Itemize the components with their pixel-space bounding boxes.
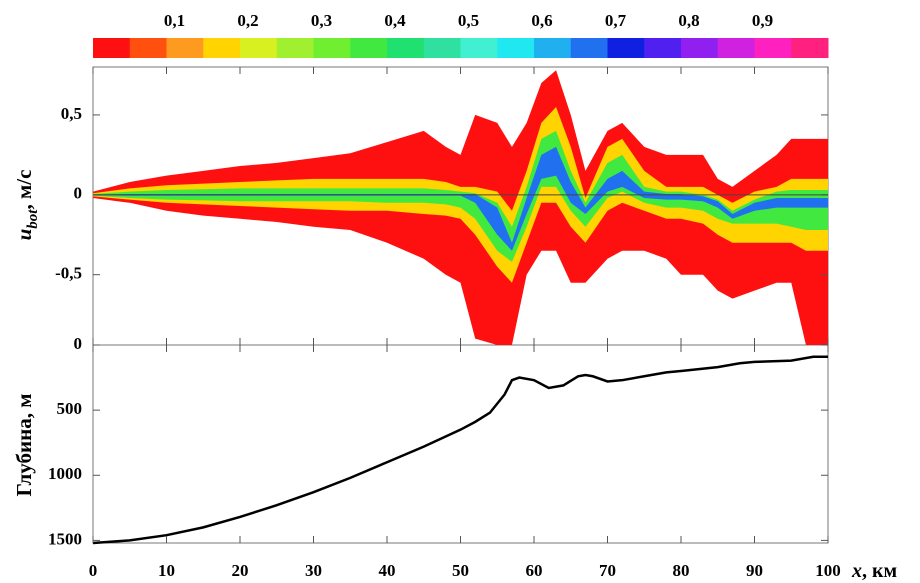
- x-tick-label: 40: [379, 561, 396, 580]
- colorbar-tick-label: 0,5: [458, 11, 479, 30]
- colorbar-segment: [387, 38, 425, 58]
- y-tick-label: 1000: [48, 464, 82, 483]
- colorbar-tick-label: 0,7: [605, 11, 627, 30]
- x-tick-label: 100: [815, 561, 841, 580]
- bottom-frame: [92, 344, 829, 544]
- colorbar-segment: [791, 38, 829, 58]
- colorbar-segment: [93, 38, 131, 58]
- colorbar-segment: [644, 38, 682, 58]
- colorbar-segment: [129, 38, 167, 58]
- x-tick-label: 90: [746, 561, 763, 580]
- colorbar-segment: [607, 38, 645, 58]
- colorbar-segment: [276, 38, 314, 58]
- colorbar-tick-label: 0,6: [531, 11, 552, 30]
- y-tick-label: 0,5: [61, 104, 82, 123]
- colorbar-segment: [534, 38, 572, 58]
- x-tick-label: 50: [452, 561, 469, 580]
- y-label-var: u: [12, 229, 36, 241]
- colorbar-tick-label: 0,3: [311, 11, 332, 30]
- y-tick-label: -0,5: [55, 264, 82, 283]
- colorbar-tick-label: 0,8: [678, 11, 699, 30]
- x-tick-label: 20: [232, 561, 249, 580]
- colorbar-segment: [423, 38, 461, 58]
- colorbar-segment: [313, 38, 351, 58]
- x-tick-label: 70: [599, 561, 616, 580]
- colorbar-segment: [681, 38, 719, 58]
- y-tick-label: 0: [74, 184, 83, 203]
- x-label-var: x: [851, 560, 862, 582]
- colorbar-segment: [166, 38, 204, 58]
- x-tick-label: 60: [526, 561, 543, 580]
- depth-line: [92, 355, 828, 545]
- colorbar-segment: [240, 38, 278, 58]
- colorbar-segment: [460, 38, 498, 58]
- x-axis-label: x, км: [851, 560, 897, 582]
- y-axis-label: ubot, м/с: [12, 170, 42, 241]
- colorbar-segment: [203, 38, 241, 58]
- colorbar-segment: [717, 38, 755, 58]
- y-tick-label: 500: [57, 399, 83, 418]
- y-label-sub: bot: [25, 209, 41, 229]
- x-label-unit: , км: [862, 560, 897, 582]
- x-tick-label: 80: [673, 561, 690, 580]
- colorbar-segment: [754, 38, 792, 58]
- x-tick-label: 10: [158, 561, 175, 580]
- y-label-unit: , м/с: [12, 170, 36, 210]
- x-tick-label: 0: [89, 561, 98, 580]
- colorbar-tick-label: 0,2: [237, 11, 258, 30]
- colorbar-segment: [497, 38, 535, 58]
- y-tick-label: 1500: [48, 529, 82, 548]
- colorbar-tick-label: 0,4: [384, 11, 406, 30]
- x-tick-label: 30: [305, 561, 322, 580]
- probability-band: [93, 146, 828, 251]
- colorbar-tick-label: 0,9: [752, 11, 773, 30]
- probability-band: [93, 130, 828, 262]
- colorbar-segment: [570, 38, 608, 58]
- y-axis-label: Глубина, м: [12, 393, 36, 496]
- colorbar-segment: [350, 38, 388, 58]
- colorbar-tick-label: 0,1: [164, 11, 185, 30]
- y-tick-label: 0: [74, 334, 83, 353]
